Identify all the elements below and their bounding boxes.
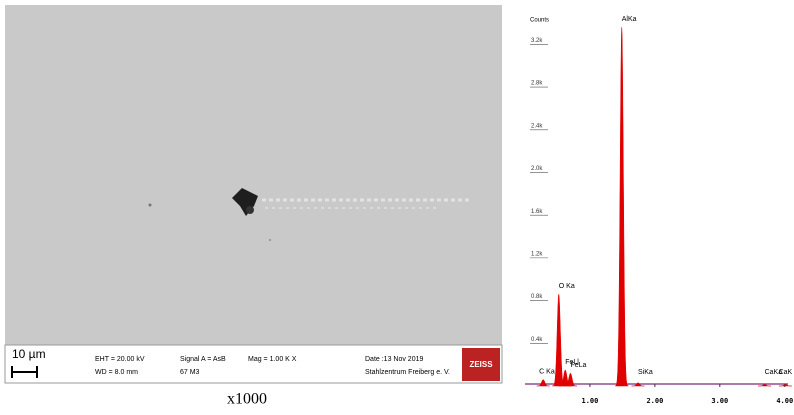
zeiss-label: ZEISS bbox=[469, 360, 493, 369]
y-tick-label: 1.6k bbox=[531, 209, 543, 215]
peak bbox=[537, 380, 550, 386]
sem-image bbox=[5, 5, 502, 345]
x-tick-label: 2.00 bbox=[646, 397, 663, 405]
y-tick-label: 2.4k bbox=[531, 123, 543, 129]
sem-info: Date :13 Nov 2019 bbox=[365, 356, 423, 363]
sem-info: Stahlzentrum Freiberg e. V. bbox=[365, 369, 450, 376]
caption: x1000 bbox=[227, 391, 267, 408]
y-tick-label: 0.4k bbox=[531, 337, 543, 343]
y-axis-label: Counts bbox=[530, 18, 549, 24]
sem-info: EHT = 20.00 kV bbox=[95, 356, 145, 363]
page: 10 µm EHT = 20.00 kV WD = 8.0 mm Signal … bbox=[0, 0, 794, 410]
peak-label: O Ka bbox=[559, 283, 575, 290]
x-tick-label: 1.00 bbox=[582, 397, 599, 405]
peak bbox=[615, 27, 628, 386]
y-tick-label: 1.2k bbox=[531, 251, 543, 257]
x-tick-label: 4.00 bbox=[776, 397, 793, 405]
sem-info: 67 M3 bbox=[180, 369, 200, 376]
figure: 10 µm EHT = 20.00 kV WD = 8.0 mm Signal … bbox=[0, 0, 794, 410]
peak-label: C Ka bbox=[539, 368, 555, 375]
sem-info: Signal A = AsB bbox=[180, 356, 226, 363]
sem-info: WD = 8.0 mm bbox=[95, 369, 138, 376]
peak-label: SiKa bbox=[638, 369, 653, 376]
peak bbox=[758, 384, 771, 386]
sem-info-bar bbox=[5, 345, 502, 383]
y-tick-label: 2.8k bbox=[531, 81, 543, 87]
peak bbox=[779, 384, 792, 386]
peak-label: CaK bbox=[779, 369, 793, 376]
y-tick-label: 2.0k bbox=[531, 166, 543, 172]
sem-info: Mag = 1.00 K X bbox=[248, 356, 297, 363]
y-tick-label: 0.8k bbox=[531, 294, 543, 300]
scale-bar-label: 10 µm bbox=[12, 347, 46, 361]
x-tick-label: 3.00 bbox=[711, 397, 728, 405]
peak-label: AlKa bbox=[622, 16, 637, 23]
peak-label: FeLa bbox=[570, 362, 586, 369]
y-tick-label: 3.2k bbox=[531, 38, 543, 44]
